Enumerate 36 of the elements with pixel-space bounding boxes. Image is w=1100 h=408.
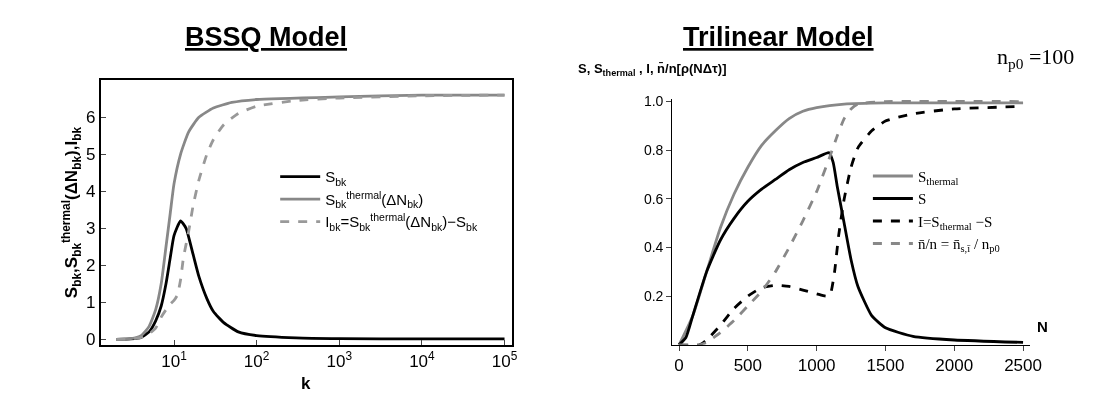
y-tick-label: 0.6 bbox=[643, 190, 664, 207]
y-tick-label: 0.4 bbox=[643, 239, 664, 256]
x-axis-title: N bbox=[1037, 318, 1048, 335]
y-tick-label: 1.0 bbox=[643, 93, 664, 110]
y-axis-title: S, S$_{thermal}$ , I, n̄/n[ρ(NΔτ)] bbox=[578, 61, 727, 78]
y-tick-label: 1 bbox=[85, 293, 96, 313]
legend-label: S$_{bk}$$^{thermal}$(ΔN$_{bk}$) bbox=[325, 188, 424, 211]
legend-label: S bbox=[917, 191, 927, 208]
y-tick-label: 4 bbox=[85, 182, 96, 202]
y-tick-label: 5 bbox=[85, 145, 96, 165]
y-tick-label: 2 bbox=[85, 256, 96, 276]
y-tick-label: 0.2 bbox=[643, 288, 664, 305]
legend-label: S$_{bk}$ bbox=[325, 168, 348, 188]
y-tick-label: 0.8 bbox=[643, 142, 664, 159]
y-tick-label: 0 bbox=[85, 330, 96, 350]
x-tick-label: 0 bbox=[674, 356, 684, 376]
x-tick-label: 10$^{2}$ bbox=[243, 349, 270, 372]
x-tick-label: 2500 bbox=[1004, 356, 1042, 376]
x-tick-label: 1500 bbox=[866, 356, 905, 376]
x-tick-label: 10$^{3}$ bbox=[326, 349, 353, 372]
x-tick-label: 10$^{5}$ bbox=[491, 349, 518, 372]
text: n$_{p0}$ =100 bbox=[997, 44, 1075, 72]
legend-label: I=S$_{thermal}$ −S bbox=[917, 213, 993, 232]
x-tick-label: 1000 bbox=[797, 356, 836, 376]
chart-title: BSSQ Model bbox=[185, 22, 348, 52]
x-tick-label: 10$^{1}$ bbox=[161, 349, 188, 372]
text: I$_{bk}$=S$_{bk}$$^{thermal}$(ΔN$_{bk}$)−S$_{bk}$ bbox=[325, 211, 478, 233]
x-tick-label: 500 bbox=[733, 356, 763, 376]
x-tick-label: 10$^{4}$ bbox=[409, 349, 436, 372]
y-tick-label: 6 bbox=[85, 108, 96, 128]
legend-label: S$_{thermal}$ bbox=[917, 168, 959, 187]
legend-label: n̄/n = n̄$_{s,ī}$ / n$_{p0}$ bbox=[917, 236, 1000, 255]
y-tick-label: 3 bbox=[85, 219, 96, 239]
x-axis-title: k bbox=[301, 374, 311, 393]
chart-title: Trilinear Model bbox=[683, 22, 874, 52]
x-tick-label: 2000 bbox=[935, 356, 974, 376]
